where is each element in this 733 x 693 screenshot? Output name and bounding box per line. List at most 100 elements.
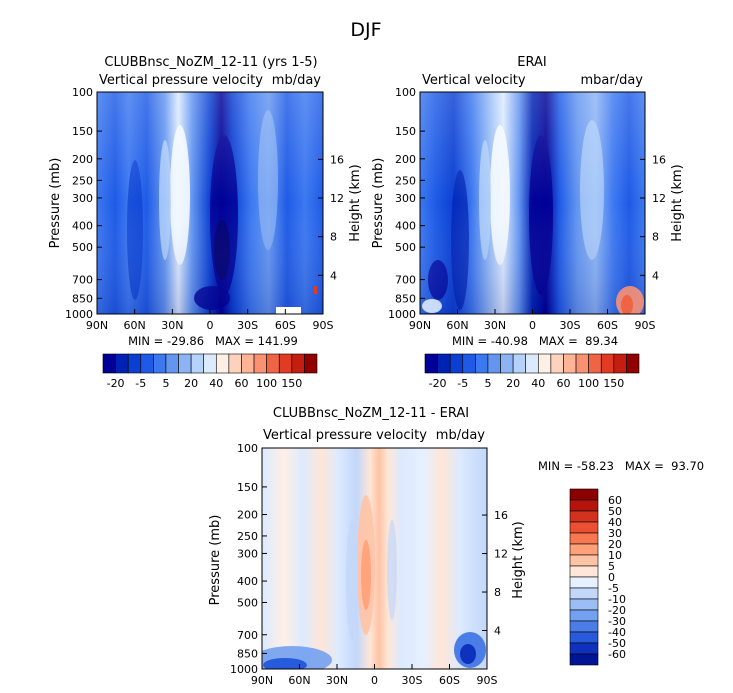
y-tick-label: 250 <box>237 530 258 543</box>
y-tick-label: 100 <box>395 86 416 99</box>
colorbar-swatch <box>462 353 476 374</box>
panel-diff: CLUBBnsc_NoZM_12-11 - ERAI Vertical pres… <box>208 406 704 687</box>
colorbar-label: 40 <box>209 377 223 390</box>
colorbar-label: 150 <box>603 377 624 390</box>
y-tick-label: 150 <box>72 125 93 138</box>
panel-model: CLUBBnsc_NoZM_12-11 (yrs 1-5) Vertical p… <box>48 55 363 390</box>
colorbar-swatch <box>569 620 599 633</box>
colorbar-label: -5 <box>457 377 468 390</box>
colorbar-swatch <box>449 353 464 374</box>
colorbar-swatch <box>424 353 438 374</box>
colorbar-swatch <box>203 353 217 374</box>
x-tick-label: 0 <box>207 319 214 332</box>
x-tick-label: 60S <box>439 674 460 687</box>
colorbar-label: 40 <box>608 516 622 529</box>
y-tick-label: 200 <box>395 153 416 166</box>
x-axis: 90N 60N 30N 0 30S 60S 90S <box>251 664 498 687</box>
colorbar-swatch <box>278 353 293 374</box>
colorbar-swatch <box>569 488 599 501</box>
colorbar-label: 5 <box>484 377 491 390</box>
x-tick-label: 0 <box>529 319 536 332</box>
y-axis: 100 150 200 250 300 400 500 700 850 1000 <box>65 86 102 321</box>
x-tick-label: 30S <box>560 319 581 332</box>
y2-tick-label: 8 <box>494 586 501 599</box>
colorbar-swatch <box>569 598 599 611</box>
y-tick-label: 250 <box>72 174 93 187</box>
colorbar-swatch <box>569 642 599 655</box>
panel-title: ERAI <box>517 55 546 70</box>
y-axis-label: Pressure (mb) <box>48 158 63 249</box>
colorbar-swatch <box>537 353 552 374</box>
x-tick-label: 90N <box>86 319 108 332</box>
colorbar-swatch <box>569 653 599 666</box>
colorbar-label: 150 <box>281 377 302 390</box>
colorbar-label: -30 <box>608 615 626 628</box>
y2-axis: 16 12 8 4 <box>482 509 508 638</box>
stats-text: MIN = -58.23 MAX = 93.70 <box>538 459 704 473</box>
y-tick-label: 850 <box>72 292 93 305</box>
colorbar-swatch <box>600 353 615 374</box>
x-tick-label: 90S <box>477 674 498 687</box>
y-tick-label: 850 <box>237 647 258 660</box>
colorbar-swatch <box>115 353 129 374</box>
y2-axis: 16 12 8 4 <box>640 153 666 282</box>
colorbar-label: 20 <box>608 538 622 551</box>
colorbar-label: -20 <box>107 377 125 390</box>
colorbar-label: 5 <box>162 377 169 390</box>
figure-title: DJF <box>350 19 381 41</box>
colorbar-swatch <box>228 353 242 374</box>
colorbar-label: -60 <box>608 648 626 661</box>
x-tick-label: 30N <box>326 674 348 687</box>
y-tick-label: 700 <box>237 629 258 642</box>
x-tick-label: 60N <box>446 319 468 332</box>
colorbar-label: 30 <box>608 527 622 540</box>
colorbar-label: -5 <box>135 377 146 390</box>
colorbar-label: 10 <box>608 549 622 562</box>
x-tick-label: 0 <box>371 674 378 687</box>
y-tick-label: 400 <box>395 220 416 233</box>
colorbar-label: 40 <box>531 377 545 390</box>
colorbar-swatch <box>291 353 305 374</box>
x-tick-label: 60N <box>288 674 310 687</box>
y-tick-label: 300 <box>237 547 258 560</box>
stats-text: MIN = -29.86 MAX = 141.99 <box>128 334 298 348</box>
nh-surface-negative-inner <box>263 658 307 669</box>
colorbar-swatch <box>127 353 142 374</box>
negative-anomaly <box>346 520 358 640</box>
panel-subtitle-right: mbar/day <box>580 73 643 88</box>
y-tick-label: 200 <box>237 509 258 522</box>
colorbar-swatch <box>588 353 602 374</box>
colorbar-swatch <box>512 353 527 374</box>
panel-subtitle-left: Vertical pressure velocity <box>263 428 427 443</box>
contour-field <box>420 92 645 314</box>
y2-tick-label: 16 <box>330 153 344 166</box>
panel-obs: ERAI Vertical velocity mbar/day 100 150 20… <box>371 55 685 390</box>
y-tick-label: 300 <box>395 192 416 205</box>
y-tick-label: 1000 <box>388 308 416 321</box>
colorbar-swatch <box>563 353 577 374</box>
colorbar-swatch <box>266 353 280 374</box>
positive-spot <box>314 286 317 294</box>
y2-tick-label: 4 <box>330 269 337 282</box>
field-shading <box>97 92 323 314</box>
contour-field <box>97 92 323 314</box>
y-tick-label: 150 <box>395 125 416 138</box>
x-tick-label: 30S <box>237 319 258 332</box>
x-tick-label: 30N <box>161 319 183 332</box>
x-axis: 90N 60N 30N 0 30S 60S 90S <box>409 309 656 332</box>
colorbar-label: 20 <box>184 377 198 390</box>
y-tick-label: 1000 <box>65 308 93 321</box>
colorbar-swatch <box>569 565 599 578</box>
colorbar-label: 100 <box>256 377 277 390</box>
y-tick-label: 400 <box>72 220 93 233</box>
y-tick-label: 200 <box>72 153 93 166</box>
y2-tick-label: 4 <box>652 269 659 282</box>
colorbar-swatch <box>569 587 599 600</box>
y2-axis-label: Height (km) <box>348 164 363 241</box>
colorbar-swatch <box>241 353 255 374</box>
panel-subtitle-left: Vertical pressure velocity <box>99 73 263 88</box>
colorbar-swatch <box>190 353 205 374</box>
positive-anomaly-inner <box>361 540 371 610</box>
y-tick-label: 850 <box>395 292 416 305</box>
